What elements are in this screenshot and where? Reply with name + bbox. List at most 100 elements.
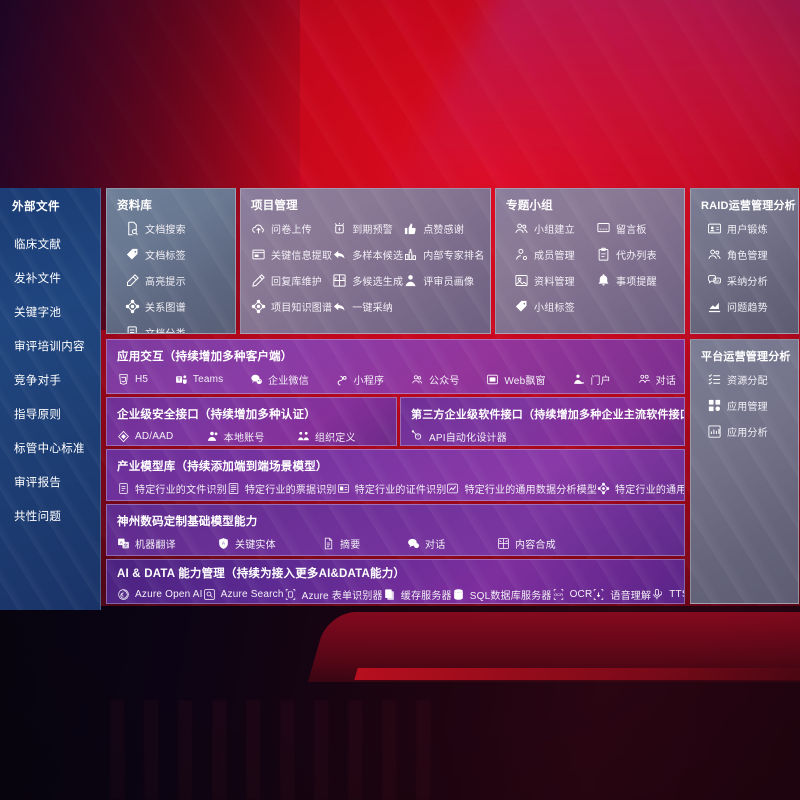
panel-interaction-title: 应用交互（持续增加多种客户端） <box>117 351 293 363</box>
official-account-icon <box>411 373 424 386</box>
group-item-group-tag[interactable]: 小组标签 <box>514 293 596 319</box>
industry-item-file-recognition[interactable]: 特定行业的文件识别 <box>117 477 227 499</box>
sidebar-item-standards-center[interactable]: 标管中心标准 <box>14 443 85 455</box>
security-item-local-account[interactable]: 本地账号 <box>206 425 297 445</box>
aidata-item-speech-understanding[interactable]: 语音理解 <box>592 583 651 603</box>
group-item-message-board[interactable]: 留言板 <box>596 215 678 241</box>
wechat-work-icon <box>250 373 263 386</box>
group-item-todo-list[interactable]: 代办列表 <box>596 241 678 267</box>
api-gear-icon <box>411 429 424 443</box>
grid-expand-icon <box>332 273 347 288</box>
project-item-questionnaire-upload[interactable]: 问卷上传 <box>251 215 332 241</box>
group-item-event-reminder[interactable]: 事项提醒 <box>596 267 678 293</box>
panel-interaction-row: H5 Teams 企业微信 小程序 公众号 Web飘窗 <box>107 364 684 392</box>
interaction-item-portal[interactable]: 门户 <box>572 368 637 390</box>
basemodel-item-key-entity[interactable]: A 关键实体 <box>217 532 322 554</box>
library-item-document-search[interactable]: 文档搜索 <box>125 215 229 241</box>
aidata-item-tts[interactable]: TTS <box>651 583 684 603</box>
ranking-icon <box>403 247 418 262</box>
sidebar-item-clinical-literature[interactable]: 临床文献 <box>14 239 62 251</box>
project-item-internal-expert-ranking[interactable]: 内部专家排名 <box>403 241 484 267</box>
platform-item-resource-allocation[interactable]: 资源分配 <box>707 366 792 392</box>
document-list-icon <box>125 325 140 333</box>
checklist-icon <box>707 372 722 387</box>
library-item-document-tag[interactable]: 文档标签 <box>125 241 229 267</box>
project-item-reviewer-profile[interactable]: 评审员画像 <box>403 267 484 293</box>
aidata-item-ocr[interactable]: OCR OCR <box>553 588 593 600</box>
aidata-item-sql-server[interactable]: SQL数据库服务器 <box>452 583 552 603</box>
panel-platform-analysis: 平台运营管理分析 资源分配 应用管理 应用分析 <box>690 339 799 604</box>
sidebar-item-common-issues[interactable]: 共性问题 <box>14 511 62 523</box>
chat-bubble-icon <box>407 537 420 550</box>
platform-item-app-management[interactable]: 应用管理 <box>707 392 792 418</box>
panel-enterprise-security: 企业级安全接口（持续增加多种认证） AD/AAD 本地账号 组织定义 <box>106 397 397 446</box>
project-item-one-click-adopt[interactable]: 一键采纳 <box>332 293 403 319</box>
interaction-item-dialog[interactable]: 对话 <box>638 368 676 390</box>
library-item-document-category[interactable]: 文档分类 <box>125 319 229 333</box>
panel-topic-group: 专题小组 小组建立 留言板 成员管理 代办列表 资料管理 <box>495 188 685 334</box>
interaction-item-official-account[interactable]: 公众号 <box>411 368 486 390</box>
platform-item-app-analysis[interactable]: 应用分析 <box>707 418 792 444</box>
group-item-material-management[interactable]: 资料管理 <box>514 267 596 293</box>
cache-server-icon <box>383 588 396 601</box>
aidata-item-azure-openai[interactable]: Azure Open AI <box>117 583 203 603</box>
aidata-item-azure-search[interactable]: Azure Search <box>203 583 284 603</box>
project-item-expiry-alert[interactable]: 到期预警 <box>332 215 403 241</box>
interaction-item-web-window[interactable]: Web飘窗 <box>486 368 572 390</box>
panel-thirdparty-row: API自动化设计器 <box>401 422 684 445</box>
sidebar-item-keyword-pool[interactable]: 关键字池 <box>14 307 62 319</box>
basemodel-item-summary[interactable]: 摘要 <box>322 532 407 554</box>
tag-icon <box>514 299 529 314</box>
interaction-item-mini-program[interactable]: 小程序 <box>336 368 411 390</box>
portal-icon <box>572 373 585 386</box>
sidebar-item-review-report[interactable]: 审评报告 <box>14 477 62 489</box>
raid-item-role-management[interactable]: 角色管理 <box>707 241 792 267</box>
project-item-project-knowledge-graph[interactable]: 项目知识图谱 <box>251 293 332 319</box>
industry-item-receipt-recognition[interactable]: 特定行业的票据识别 <box>227 477 337 499</box>
svg-text:QA: QA <box>715 278 721 282</box>
interaction-item-wechat-work[interactable]: 企业微信 <box>250 368 336 390</box>
sidebar-title: 外部文件 <box>12 201 60 213</box>
sidebar-item-review-training[interactable]: 审评培训内容 <box>14 341 85 353</box>
sql-database-icon <box>452 588 465 601</box>
aidata-item-form-recognizer[interactable]: Azure 表单识别器 <box>284 583 383 603</box>
basemodel-item-content-synthesis[interactable]: 内容合成 <box>497 532 556 554</box>
panel-group-grid: 小组建立 留言板 成员管理 代办列表 资料管理 事项提醒 <box>496 213 684 325</box>
org-chart-icon <box>297 430 310 443</box>
group-item-create-group[interactable]: 小组建立 <box>514 215 596 241</box>
project-item-like-thanks[interactable]: 点赞感谢 <box>403 215 484 241</box>
panel-raid-grid: 用户锻炼 角色管理 QA 采纳分析 问题趋势 <box>691 213 798 325</box>
project-item-key-info-extract[interactable]: 关键信息提取 <box>251 241 332 267</box>
industry-item-data-analysis-model[interactable]: 特定行业的通用数据分析模型 <box>446 477 597 499</box>
openai-spiral-icon <box>117 588 130 601</box>
panel-platform-grid: 资源分配 应用管理 应用分析 <box>691 364 798 450</box>
library-item-relation-graph[interactable]: 关系图谱 <box>125 293 229 319</box>
project-item-multi-candidate-gen[interactable]: 多候选生成 <box>332 267 403 293</box>
sidebar-item-supplement-docs[interactable]: 发补文件 <box>14 273 62 285</box>
project-item-reply-library[interactable]: 回复库维护 <box>251 267 332 293</box>
file-recognition-icon <box>117 482 130 495</box>
form-recognizer-icon <box>284 588 297 601</box>
aidata-item-cache-server[interactable]: 缓存服务器 <box>383 583 452 603</box>
panel-app-interaction: 应用交互（持续增加多种客户端） H5 Teams 企业微信 小程序 公众号 <box>106 339 685 394</box>
security-item-ad-aad[interactable]: AD/AAD <box>117 425 206 445</box>
local-account-icon <box>206 430 219 443</box>
interaction-item-h5[interactable]: H5 <box>117 368 175 390</box>
sidebar-item-competitors[interactable]: 竞争对手 <box>14 375 62 387</box>
raid-item-user-training[interactable]: 用户锻炼 <box>707 215 792 241</box>
group-item-member-management[interactable]: 成员管理 <box>514 241 596 267</box>
raid-item-issue-trend[interactable]: 问题趋势 <box>707 293 792 319</box>
security-item-org-definition[interactable]: 组织定义 <box>297 425 388 445</box>
interaction-item-teams[interactable]: Teams <box>175 368 250 390</box>
panel-raid-analysis: RAID运营管理分析 用户锻炼 角色管理 QA 采纳分析 问题趋势 <box>690 188 799 334</box>
sidebar-item-guidelines[interactable]: 指导原则 <box>14 409 62 421</box>
raid-item-adoption-analysis[interactable]: QA 采纳分析 <box>707 267 792 293</box>
library-item-highlight[interactable]: 高亮提示 <box>125 267 229 293</box>
industry-item-id-recognition[interactable]: 特定行业的证件识别 <box>337 477 447 499</box>
project-item-multi-sample-candidate[interactable]: 多样本候选 <box>332 241 403 267</box>
panel-library: 资料库 文档搜索 文档标签 高亮提示 关系图谱 文档分类 <box>106 188 236 334</box>
industry-item-knowledge-graph-model[interactable]: 特定行业的通用知识图谱模型 <box>597 477 684 499</box>
thirdparty-item-api-designer[interactable]: API自动化设计器 <box>411 425 507 445</box>
basemodel-item-dialog[interactable]: 对话 <box>407 532 497 554</box>
